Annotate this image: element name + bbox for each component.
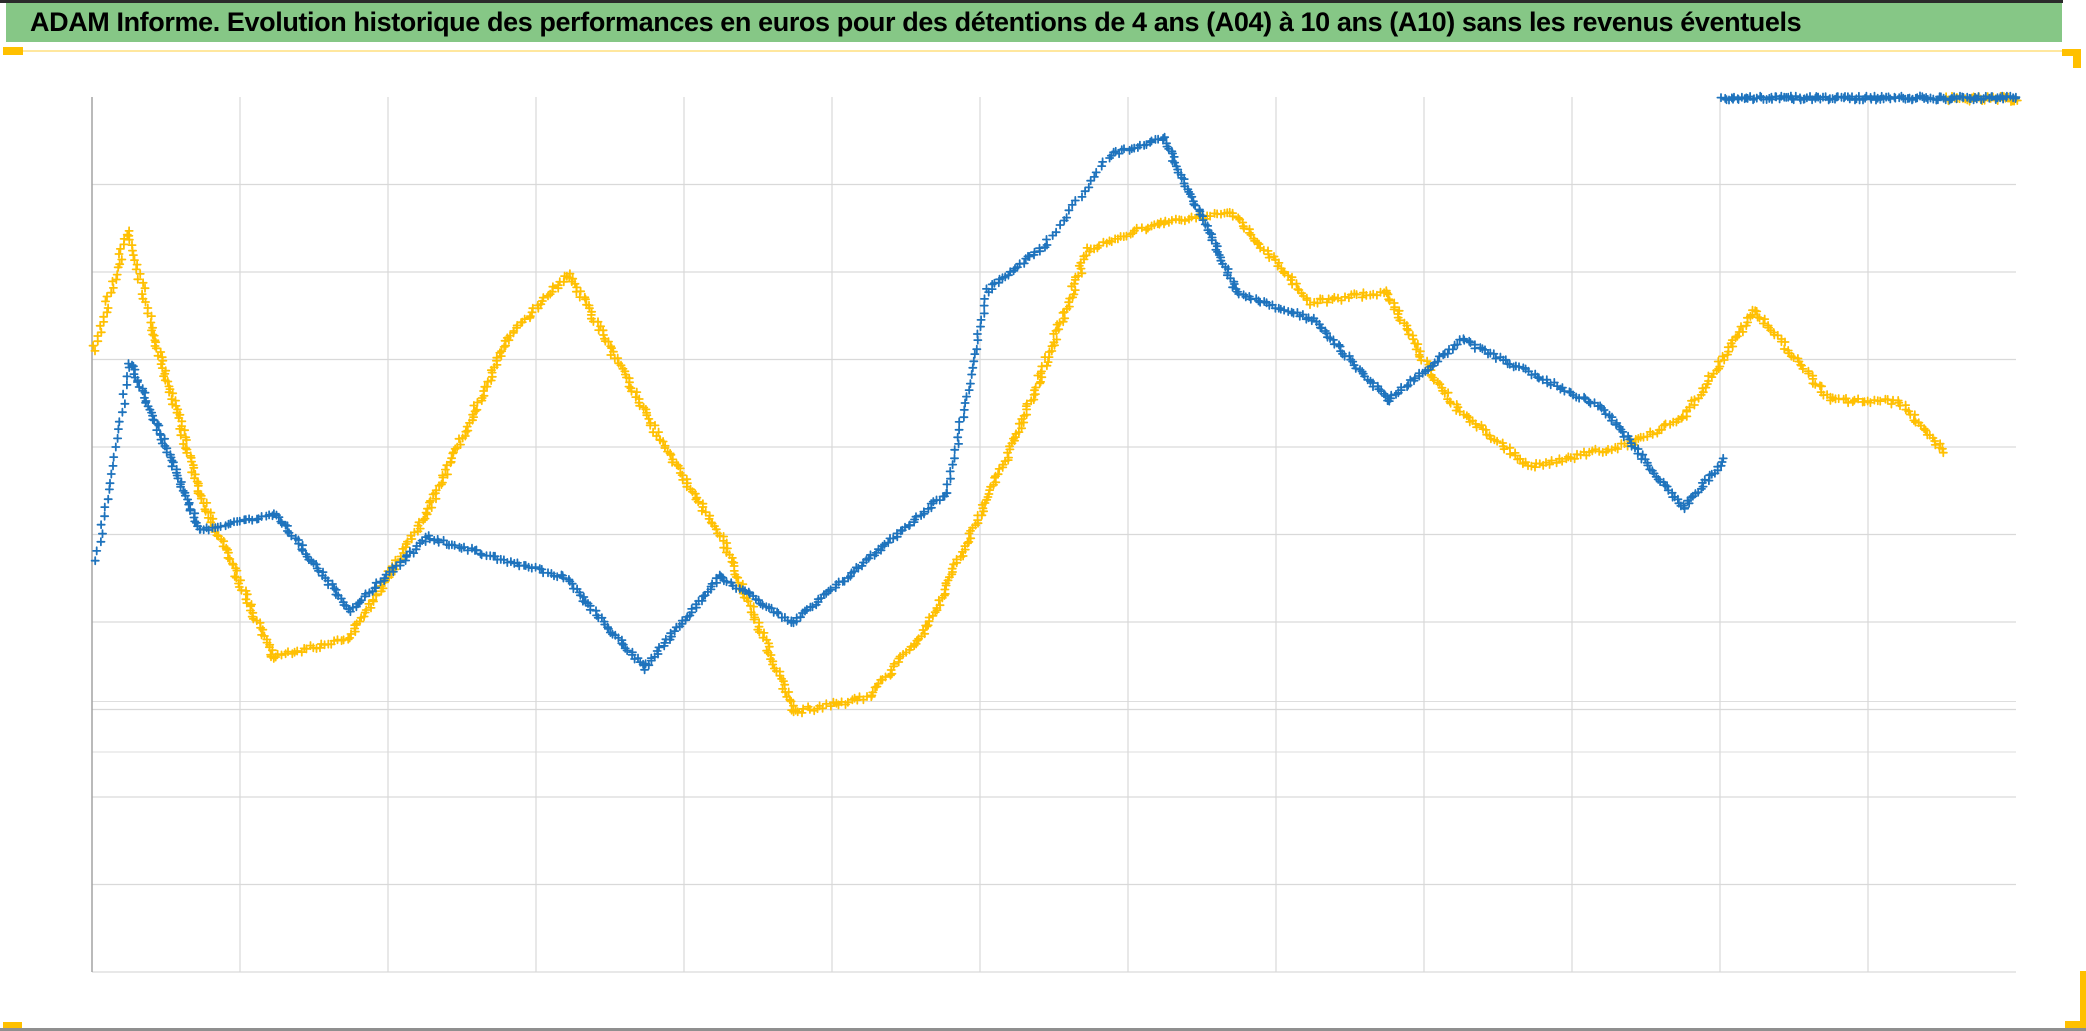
chart-title-bar[interactable]: ADAM Informe. Evolution historique des p…: [6, 3, 2062, 42]
chart-selection-border-top: [23, 50, 2062, 52]
selection-handle-bottom-left[interactable]: [3, 1022, 22, 1029]
selection-handle-top-left[interactable]: [3, 47, 23, 55]
selection-handle-top-right-v[interactable]: [2073, 49, 2081, 68]
performance-chart[interactable]: [0, 42, 2086, 1028]
selection-handle-bottom-right-v[interactable]: [2080, 971, 2086, 1028]
yellow-series-line[interactable]: [88, 91, 2022, 718]
chart-title-text: ADAM Informe. Evolution historique des p…: [30, 7, 1802, 37]
chart-area[interactable]: [0, 42, 2086, 1028]
gridlines: [91, 97, 2016, 973]
blue-series-line[interactable]: [90, 91, 2021, 675]
selection-handle-bottom-right-h[interactable]: [2065, 1021, 2086, 1028]
window-top-edge: [0, 0, 2063, 3]
selection-handle-top-right-h[interactable]: [2062, 49, 2081, 56]
window-bottom-edge: [0, 1028, 2086, 1031]
